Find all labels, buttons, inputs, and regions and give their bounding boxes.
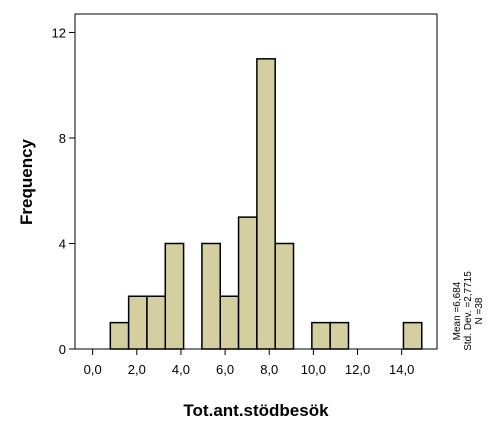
x-tick-label: 8,0 [260,362,278,377]
bar [219,295,240,350]
stats-line: Mean =6,684 [452,281,463,340]
y-tick-label: 8 [59,131,66,146]
bar [329,321,350,350]
stats-note: Mean =6,684 Std. Dev. =2,7715 N =38 [452,271,485,351]
bar [109,321,130,350]
x-tick-label: 12,0 [345,362,370,377]
y-tick-label: 4 [59,236,66,251]
bar [274,242,295,350]
stats-line: N =38 [474,297,485,324]
x-tick-label: 4,0 [172,362,190,377]
x-tick-label: 14,0 [389,362,414,377]
bar [201,242,221,350]
x-axis-title: Tot.ant.stödbesök [183,401,329,420]
bar [311,321,331,350]
bar [146,295,167,350]
y-axis-title: Frequency [17,138,36,225]
x-tick-label: 6,0 [216,362,234,377]
x-tick-label: 10,0 [301,362,326,377]
bar [164,242,185,350]
x-tick-label: 0,0 [84,362,102,377]
bar [402,321,423,350]
y-tick-label: 0 [59,342,66,357]
bar [127,295,148,350]
bar [237,216,258,350]
x-tick-label: 2,0 [128,362,146,377]
stats-line: Std. Dev. =2,7715 [463,271,474,351]
y-tick-label: 12 [52,25,66,40]
bar [256,58,276,350]
